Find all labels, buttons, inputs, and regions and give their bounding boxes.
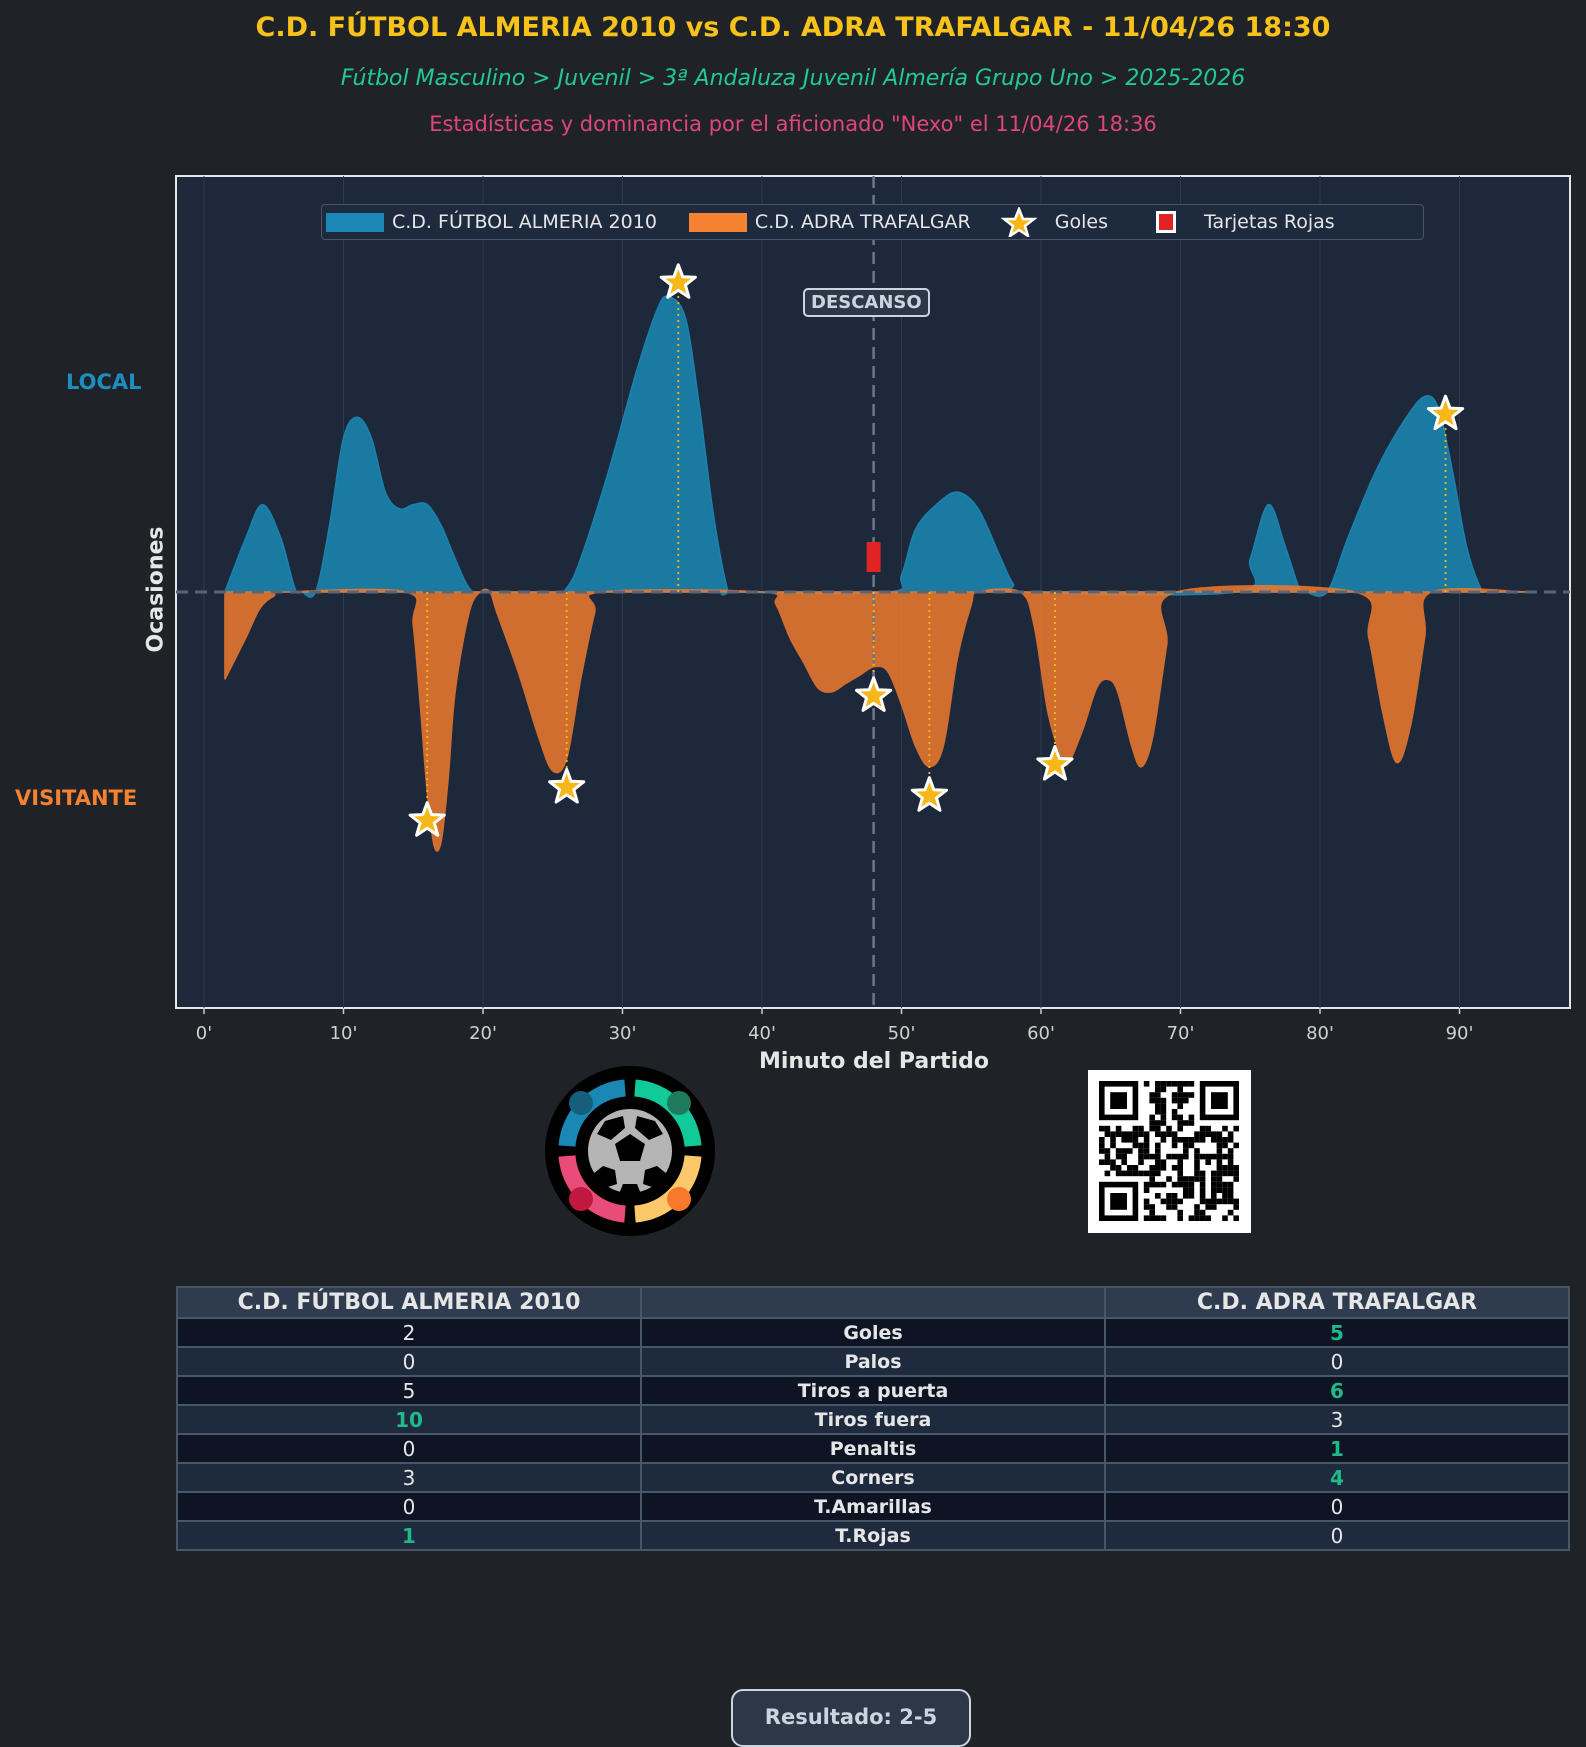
legend-red-cards: Tarjetas Rojas: [1203, 211, 1335, 233]
away-value: 5: [1104, 1317, 1570, 1348]
stat-label: T.Amarillas: [640, 1491, 1106, 1522]
stat-label: Goles: [640, 1317, 1106, 1348]
table-row: 1 T.Rojas 0: [176, 1520, 1570, 1551]
home-value: 1: [176, 1520, 642, 1551]
home-value: 0: [176, 1491, 642, 1522]
away-value: 3: [1104, 1404, 1570, 1435]
stat-label: Tiros a puerta: [640, 1375, 1106, 1406]
match-title: C.D. FÚTBOL ALMERIA 2010 vs C.D. ADRA TR…: [255, 12, 1331, 43]
x-tick-label: 50': [888, 1023, 916, 1044]
stat-label: Tiros fuera: [640, 1404, 1106, 1435]
goal-star-away: [910, 776, 948, 812]
stats-table: C.D. FÚTBOL ALMERIA 2010 C.D. ADRA TRAFA…: [176, 1286, 1570, 1551]
halftime-label: DESCANSO: [803, 288, 930, 317]
away-area: [224, 585, 1530, 852]
legend-goals: Goles: [1054, 211, 1108, 233]
away-value: 4: [1104, 1462, 1570, 1493]
chart-legend: C.D. FÚTBOL ALMERIA 2010 C.D. ADRA TRAFA…: [321, 204, 1424, 240]
x-axis-label: Minuto del Partido: [758, 1049, 990, 1074]
goal-star-away: [408, 801, 446, 837]
x-tick-label: 40': [748, 1023, 776, 1044]
soccer-ball-community-logo: [545, 1066, 715, 1236]
home-value: 10: [176, 1404, 642, 1435]
legend-swatch-home: [326, 212, 384, 232]
x-tick-label: 80': [1306, 1023, 1334, 1044]
x-tick-label: 10': [330, 1023, 358, 1044]
x-tick-label: 20': [469, 1023, 497, 1044]
x-tick-label: 60': [1027, 1023, 1055, 1044]
home-value: 0: [176, 1346, 642, 1377]
table-row: 5 Tiros a puerta 6: [176, 1375, 1570, 1406]
result-badge: Resultado: 2-5: [731, 1689, 971, 1747]
away-value: 1: [1104, 1433, 1570, 1464]
header-away: C.D. ADRA TRAFALGAR: [1104, 1286, 1570, 1319]
x-tick-label: 90': [1446, 1023, 1474, 1044]
away-value: 6: [1104, 1375, 1570, 1406]
local-label: LOCAL: [66, 370, 142, 394]
competition-breadcrumb: Fútbol Masculino > Juvenil > 3ª Andaluza…: [340, 66, 1246, 91]
legend-home: C.D. FÚTBOL ALMERIA 2010: [392, 211, 657, 233]
home-value: 2: [176, 1317, 642, 1348]
goal-star-home: [659, 263, 697, 299]
star-icon: [1000, 207, 1037, 237]
home-area: [223, 295, 1530, 598]
x-tick-label: 70': [1167, 1023, 1195, 1044]
x-tick-label: 30': [609, 1023, 637, 1044]
home-value: 5: [176, 1375, 642, 1406]
stat-label: Penaltis: [640, 1433, 1106, 1464]
home-value: 0: [176, 1433, 642, 1464]
goal-star-away: [548, 767, 586, 804]
away-value: 0: [1104, 1491, 1570, 1522]
goal-star-home: [1426, 394, 1465, 431]
goal-star-away: [1036, 745, 1074, 781]
away-value: 0: [1104, 1520, 1570, 1551]
header-home: C.D. FÚTBOL ALMERIA 2010: [176, 1286, 642, 1319]
legend-swatch-away: [688, 212, 747, 232]
away-value: 0: [1104, 1346, 1570, 1377]
legend-away: C.D. ADRA TRAFALGAR: [754, 211, 971, 233]
stat-label: Palos: [640, 1346, 1106, 1377]
stat-label: T.Rojas: [640, 1520, 1106, 1551]
table-row: 10 Tiros fuera 3: [176, 1404, 1570, 1435]
red-card-marker: [866, 542, 881, 572]
home-value: 3: [176, 1462, 642, 1493]
red-card-icon: [1155, 211, 1176, 233]
goal-star-away: [855, 676, 893, 712]
y-axis-label: Ocasiones: [143, 526, 169, 653]
stat-label: Corners: [640, 1462, 1106, 1493]
table-row: 0 Penaltis 1: [176, 1433, 1570, 1464]
table-row: 2 Goles 5: [176, 1317, 1570, 1348]
table-row: 3 Corners 4: [176, 1462, 1570, 1493]
dominance-chart: 0' 10' 20' 30' 40' 50' 60' 70' 80' 90': [175, 175, 1571, 1044]
table-row: 0 Palos 0: [176, 1346, 1570, 1377]
qr-code: [1088, 1070, 1251, 1233]
credit-line: Estadísticas y dominancia por el aficion…: [429, 112, 1157, 136]
table-row: 0 T.Amarillas 0: [176, 1491, 1570, 1522]
visitante-label: VISITANTE: [15, 786, 138, 810]
header-stat: [640, 1286, 1106, 1319]
x-tick-label: 0': [196, 1023, 212, 1044]
